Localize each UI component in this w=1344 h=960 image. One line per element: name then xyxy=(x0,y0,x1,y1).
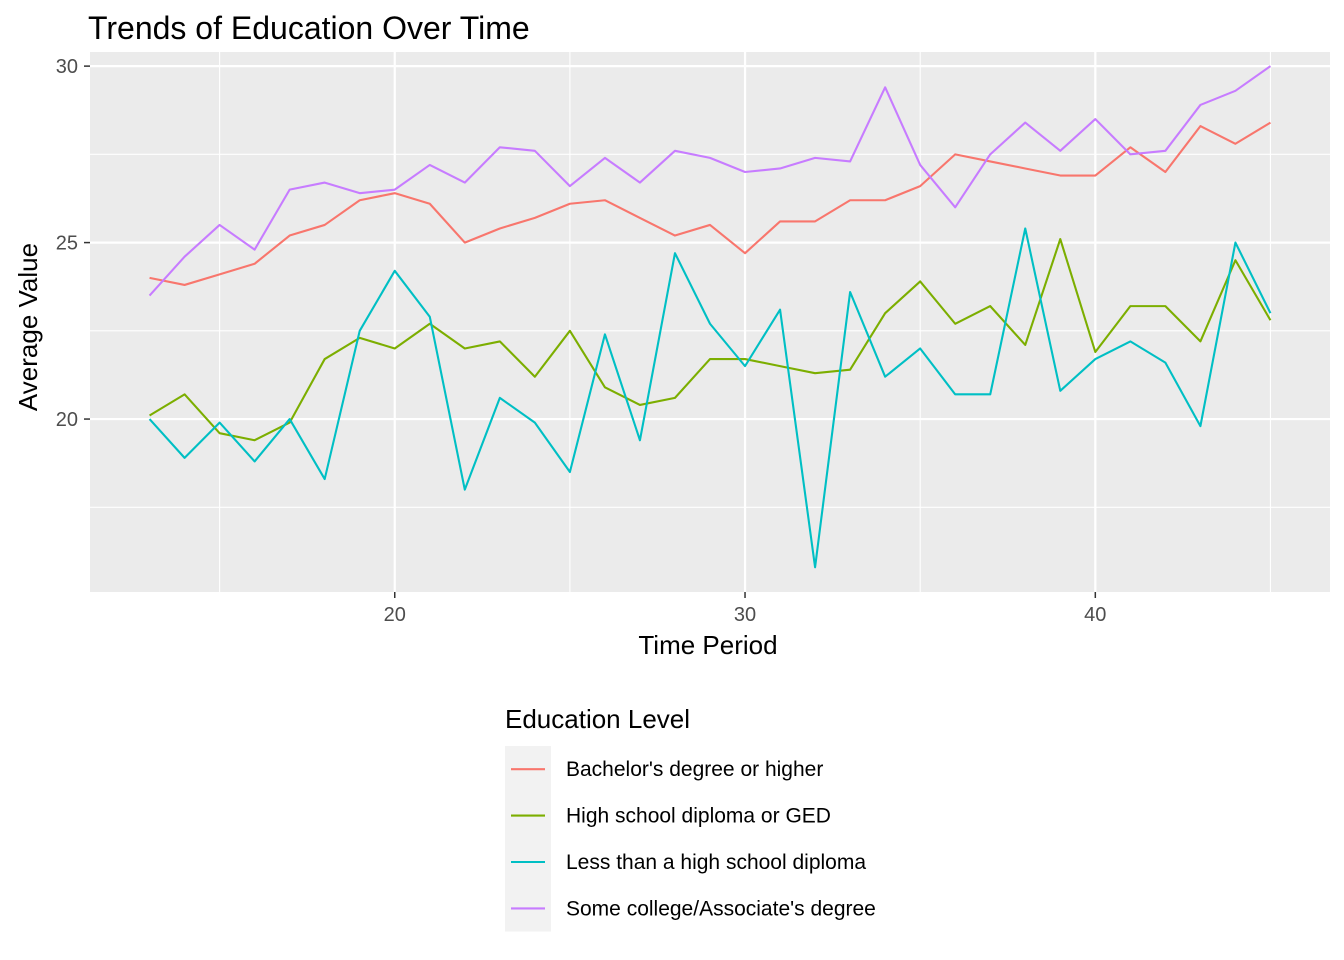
chart-title: Trends of Education Over Time xyxy=(88,10,530,46)
x-axis: 20 30 40 xyxy=(384,592,1106,626)
series-line-2 xyxy=(149,238,1272,442)
legend-label-4: Some college/Associate's degree xyxy=(566,897,876,920)
legend-title: Education Level xyxy=(505,704,690,734)
y-axis: 20 25 30 xyxy=(56,56,90,431)
legend-label-2: High school diploma or GED xyxy=(566,805,831,828)
y-tick-label: 30 xyxy=(56,56,78,78)
x-tick-label: 30 xyxy=(734,604,756,626)
x-tick-label: 40 xyxy=(1084,604,1106,626)
series-line-3 xyxy=(148,227,1272,569)
minor-gridlines xyxy=(90,52,1330,592)
legend-label-3: Less than a high school diploma xyxy=(566,851,866,874)
series-line-4 xyxy=(148,65,1272,297)
legend-label-1: Bachelor's degree or higher xyxy=(566,758,823,781)
series-line-1 xyxy=(149,121,1271,286)
y-tick-label: 20 xyxy=(56,409,78,431)
major-gridlines xyxy=(90,52,1330,592)
y-tick-label: 25 xyxy=(56,233,78,255)
y-axis-title: Average Value xyxy=(13,243,43,411)
x-axis-title: Time Period xyxy=(638,630,777,660)
series-lines xyxy=(148,65,1272,569)
x-tick-label: 20 xyxy=(384,604,406,626)
legend: Education Level Bachelor's degree or hig… xyxy=(505,704,876,932)
legend-key-background xyxy=(505,746,551,932)
